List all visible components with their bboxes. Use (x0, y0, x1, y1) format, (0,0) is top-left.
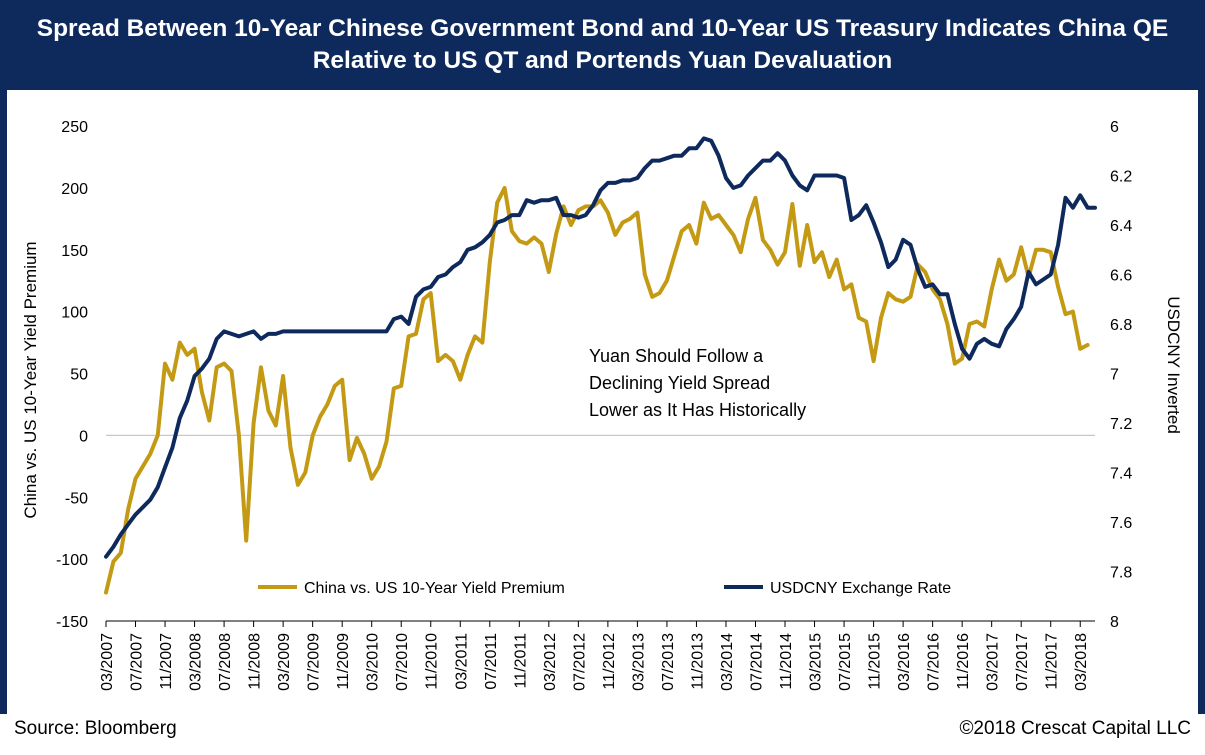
annotation-line-3: Lower as It Has Historically (589, 400, 806, 420)
left-tick-label: 0 (79, 428, 88, 445)
x-tick-label: 11/2009 (335, 633, 352, 690)
left-axis-ticks: 250 200 150 100 50 0 -50 -100 -150 (56, 119, 88, 631)
left-tick-label: -100 (56, 552, 88, 569)
right-axis-title: USDCNY Inverted (1164, 296, 1183, 434)
x-tick-label: 03/2013 (630, 633, 647, 691)
x-tick-label: 03/2016 (896, 633, 913, 691)
right-tick-label: 7.2 (1110, 416, 1132, 433)
legend: China vs. US 10-Year Yield Premium USDCN… (258, 580, 951, 597)
x-tick-label: 03/2011 (453, 633, 470, 690)
chart-title: Spread Between 10-Year Chinese Governmen… (0, 0, 1205, 90)
right-tick-label: 7.6 (1110, 515, 1132, 532)
left-tick-label: 100 (61, 305, 88, 322)
x-tick-label: 11/2013 (689, 633, 706, 690)
x-tick-label: 03/2018 (1073, 633, 1090, 691)
x-tick-label: 07/2016 (926, 633, 943, 691)
left-tick-label: 50 (70, 367, 88, 384)
series-layer (104, 136, 1097, 595)
x-tick-label: 07/2011 (483, 633, 500, 690)
left-tick-label: 250 (61, 119, 88, 136)
x-tick-label: 11/2016 (955, 633, 972, 690)
x-tick-label: 07/2012 (571, 633, 588, 691)
x-tick-label: 03/2012 (542, 633, 559, 691)
copyright-note: ©2018 Crescat Capital LLC (959, 718, 1191, 739)
x-tick-label: 03/2008 (188, 633, 205, 691)
x-tick-label: 07/2007 (129, 633, 146, 691)
x-tick-label: 03/2014 (719, 633, 736, 691)
right-tick-label: 7 (1110, 367, 1119, 384)
series-line-spread (104, 185, 1090, 595)
right-tick-label: 6 (1110, 119, 1119, 136)
x-tick-label: 11/2007 (158, 633, 175, 690)
left-tick-label: -50 (65, 490, 88, 507)
right-tick-label: 6.2 (1110, 169, 1132, 186)
chart-title-line-1: Spread Between 10-Year Chinese Governmen… (36, 15, 1169, 42)
x-tick-label: 11/2010 (424, 633, 441, 690)
x-tick-label: 03/2007 (99, 633, 116, 691)
x-tick-label: 07/2014 (748, 633, 765, 691)
x-tick-label: 03/2010 (365, 633, 382, 691)
right-tick-label: 6.8 (1110, 317, 1132, 334)
right-tick-label: 6.4 (1110, 218, 1132, 235)
x-tick-label: 07/2009 (306, 633, 323, 691)
x-tick-label: 11/2008 (247, 633, 264, 690)
x-tick-label: 03/2009 (276, 633, 293, 691)
series-line-usdcny (104, 136, 1097, 559)
legend-label-spread: China vs. US 10-Year Yield Premium (304, 580, 565, 597)
x-tick-label: 07/2017 (1014, 633, 1031, 691)
chart-title-line-2: Relative to US QT and Portends Yuan Deva… (312, 47, 893, 74)
legend-label-fx: USDCNY Exchange Rate (770, 580, 951, 597)
x-axis-ticks: 03/2007 07/2007 11/2007 03/2008 07/2008 11/20… (99, 621, 1090, 691)
x-tick-label: 07/2013 (660, 633, 677, 691)
annotation-line-2: Declining Yield Spread (589, 373, 770, 393)
right-axis-ticks: 6 6.2 6.4 6.6 6.8 7 7.2 7.4 7.6 7.8 8 (1110, 119, 1132, 631)
x-tick-label: 11/2011 (512, 633, 529, 689)
x-tick-label: 07/2010 (394, 633, 411, 691)
right-tick-label: 7.4 (1110, 466, 1132, 483)
left-tick-label: 150 (61, 243, 88, 260)
left-tick-label: 200 (61, 181, 88, 198)
annotation-line-1: Yuan Should Follow a (589, 346, 764, 366)
x-tick-label: 03/2015 (808, 633, 825, 691)
left-tick-label: -150 (56, 614, 88, 631)
x-tick-label: 11/2014 (778, 633, 795, 690)
x-tick-label: 11/2015 (867, 633, 884, 690)
x-tick-label: 03/2017 (985, 633, 1002, 691)
right-tick-label: 8 (1110, 614, 1119, 631)
x-tick-label: 07/2008 (217, 633, 234, 691)
x-tick-label: 07/2015 (837, 633, 854, 691)
right-tick-label: 7.8 (1110, 565, 1132, 582)
right-tick-label: 6.6 (1110, 268, 1132, 285)
source-note: Source: Bloomberg (14, 718, 177, 739)
footer-bar (0, 714, 1205, 755)
x-tick-label: 11/2017 (1044, 633, 1061, 690)
x-tick-label: 11/2012 (601, 633, 618, 690)
annotation: Yuan Should Follow a Declining Yield Spr… (589, 346, 806, 420)
left-axis-title: China vs. US 10-Year Yield Premium (21, 241, 40, 518)
